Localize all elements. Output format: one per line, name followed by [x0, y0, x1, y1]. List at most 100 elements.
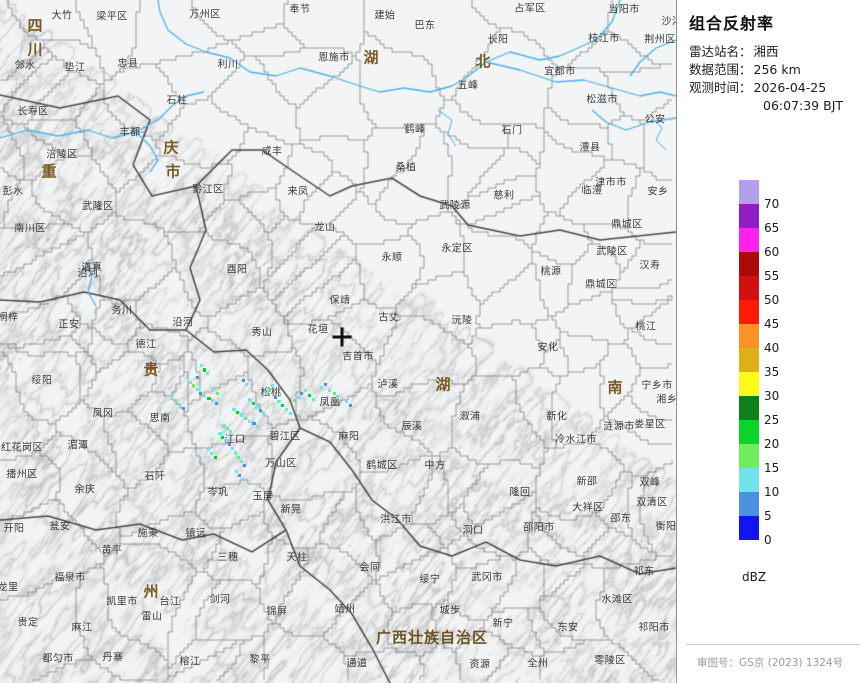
county-label: 沿河 — [172, 317, 194, 329]
echo-cell — [240, 413, 244, 417]
county-label: 通道 — [346, 658, 368, 670]
province-label: 广西壮族自治区 — [375, 628, 489, 647]
county-label: 德江 — [135, 339, 157, 351]
echo-cell — [293, 399, 296, 402]
county-label: 祁阳市 — [638, 622, 670, 634]
echo-cell — [245, 383, 248, 386]
echo-cell — [216, 392, 219, 395]
county-label: 泸溪 — [377, 379, 399, 391]
echo-cell — [182, 407, 185, 410]
radar-site-cross-icon — [332, 327, 352, 347]
county-label: 洪江市 — [380, 514, 412, 526]
county-label: 荆州区 — [644, 34, 676, 46]
colorbar-tick-45: 45 — [764, 317, 780, 331]
county-label: 松桃 — [260, 387, 282, 399]
echo-cell — [289, 412, 292, 415]
county-label: 凤凰 — [319, 397, 341, 409]
echo-cell — [277, 400, 281, 403]
county-label: 镇远 — [185, 528, 207, 540]
province-label: 北 — [475, 52, 493, 71]
echo-cell — [243, 464, 246, 467]
colorbar-band-0 — [739, 180, 759, 204]
county-label: 台江 — [159, 596, 181, 608]
county-label: 宜都市 — [544, 66, 576, 78]
county-label: 武陵区 — [596, 246, 628, 258]
county-label: 恩施市 — [318, 52, 350, 64]
colorbar-tick-70: 70 — [764, 197, 780, 211]
county-label: 桑植 — [395, 162, 417, 174]
county-label: 枝江市 — [588, 33, 620, 45]
county-label: 湘乡市 — [656, 394, 677, 406]
echo-cell — [252, 422, 256, 425]
echo-cell — [256, 425, 259, 428]
county-label: 道真 — [81, 262, 103, 274]
county-label: 花垣 — [307, 324, 329, 336]
meta-row-time: 观测时间： 2026-04-25 — [689, 79, 860, 96]
county-label: 务川 — [111, 305, 133, 317]
radar-map-panel[interactable]: 四川重庆市湖北湖南贵州广西壮族自治区大竹梁平区万州区奉节建始巴东占军区当阳市沙洋… — [0, 0, 677, 683]
county-label: 红花岗区 — [1, 442, 43, 454]
county-label: 双峰 — [639, 477, 661, 489]
county-label: 龙里 — [0, 582, 19, 594]
colorbar-band-9 — [739, 396, 759, 420]
echo-cell — [328, 389, 331, 392]
county-label: 邵东 — [610, 513, 632, 525]
county-label: 长寿区 — [17, 106, 49, 118]
province-label: 重 — [41, 162, 59, 181]
product-header: 组合反射率 雷达站名： 湘西 数据范围： 256 km 观测时间： 2026-0… — [689, 10, 860, 114]
echo-cell — [244, 417, 247, 420]
echo-cell — [203, 368, 206, 372]
county-label: 绥宁 — [419, 574, 441, 586]
province-label: 湖 — [435, 375, 453, 394]
echo-cell — [218, 432, 222, 435]
range-label: 数据范围： — [689, 62, 752, 77]
county-label: 汉寿 — [639, 260, 661, 272]
county-label: 占军区 — [514, 3, 546, 15]
colorbar-tick-40: 40 — [764, 341, 780, 355]
colorbar-tick-35: 35 — [764, 365, 780, 379]
county-label: 沿河 — [77, 268, 99, 280]
time-date-value: 2026-04-25 — [753, 80, 827, 95]
echo-cell — [235, 470, 238, 473]
county-label: 慈利 — [493, 190, 515, 202]
county-label: 祁东 — [633, 566, 655, 578]
colorbar-band-3 — [739, 252, 759, 276]
county-label: 秀山 — [251, 327, 273, 339]
county-label: 凯里市 — [106, 596, 138, 608]
county-label: 冷水江市 — [555, 434, 597, 446]
echo-cell — [222, 424, 226, 428]
county-label: 贵定 — [17, 617, 39, 629]
county-label: 鹤城区 — [366, 460, 398, 472]
county-label: 东安 — [557, 622, 579, 634]
county-label: 麻江 — [71, 622, 93, 634]
colorbar-band-8 — [739, 372, 759, 396]
county-label: 鼎城区 — [611, 219, 643, 231]
county-label: 剑河 — [209, 594, 231, 606]
county-label: 安乡 — [647, 186, 669, 198]
county-label: 岑巩 — [207, 487, 229, 499]
county-label: 瓮安 — [49, 521, 71, 533]
colorbar-tick-25: 25 — [764, 413, 780, 427]
colorbar-band-10 — [739, 420, 759, 444]
county-label: 湄潭 — [67, 440, 89, 452]
county-label: 公安 — [644, 114, 666, 126]
map-approval-number: 审图号：GS京 (2023) 1324号 — [697, 657, 844, 669]
echo-cell — [236, 411, 239, 414]
echo-cell — [207, 448, 210, 451]
county-label: 开阳 — [3, 523, 25, 535]
echo-cell — [271, 384, 274, 387]
colorbar-tick-60: 60 — [764, 245, 780, 259]
colorbar-band-2 — [739, 228, 759, 252]
county-label: 丹寨 — [102, 652, 124, 664]
colorbar-band-14 — [739, 516, 759, 540]
dbz-unit-label: dBZ — [742, 570, 767, 584]
colorbar-tick-0: 0 — [764, 533, 772, 547]
county-label: 全州 — [527, 658, 549, 670]
county-label: 思南 — [149, 413, 171, 425]
colorbar-tick-5: 5 — [764, 509, 772, 523]
county-label: 咸丰 — [261, 146, 283, 158]
county-label: 万山区 — [265, 458, 297, 470]
county-label: 洞口 — [462, 525, 484, 537]
range-value: 256 km — [753, 62, 801, 77]
info-sidebar: 组合反射率 雷达站名： 湘西 数据范围： 256 km 观测时间： 2026-0… — [677, 0, 860, 683]
